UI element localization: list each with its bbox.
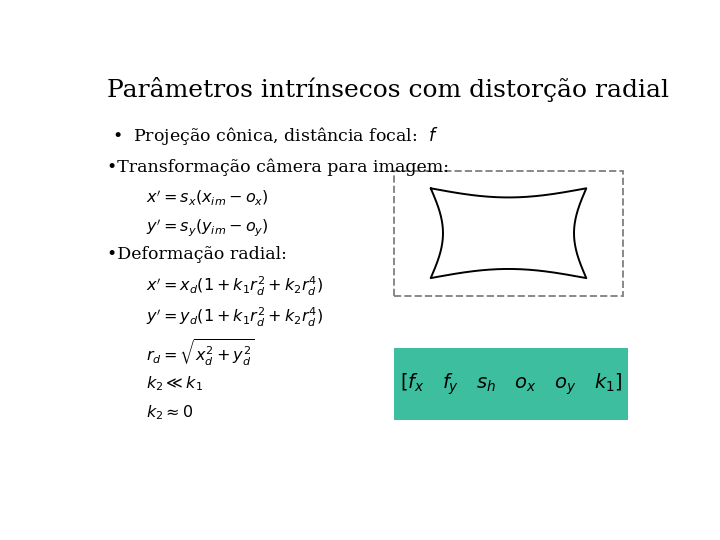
Text: $k_2 \ll k_1$: $k_2 \ll k_1$ (145, 375, 203, 393)
Text: •Deformação radial:: •Deformação radial: (107, 246, 287, 262)
Bar (394, 348, 629, 420)
Text: $x' = s_x(x_{im} - o_x)$: $x' = s_x(x_{im} - o_x)$ (145, 187, 269, 207)
Text: $x' = x_d(1 + k_1 r_d^2 + k_2 r_d^4)$: $x' = x_d(1 + k_1 r_d^2 + k_2 r_d^4)$ (145, 275, 323, 298)
Text: $r_d = \sqrt{x_d^2 + y_d^2}$: $r_d = \sqrt{x_d^2 + y_d^2}$ (145, 337, 254, 368)
Text: •Transformação câmera para imagem:: •Transformação câmera para imagem: (107, 158, 449, 176)
Text: $k_2 \approx 0$: $k_2 \approx 0$ (145, 404, 193, 422)
Bar (394, 171, 623, 295)
Text: $y' = y_d(1 + k_1 r_d^2 + k_2 r_d^4)$: $y' = y_d(1 + k_1 r_d^2 + k_2 r_d^4)$ (145, 306, 323, 329)
Text: $y' = s_y(y_{im} - o_y)$: $y' = s_y(y_{im} - o_y)$ (145, 217, 269, 239)
Text: Parâmetros intrínsecos com distorção radial: Parâmetros intrínsecos com distorção rad… (107, 77, 669, 102)
Text: $[f_x \quad f_y \quad s_h \quad o_x \quad o_y \quad k_1]$: $[f_x \quad f_y \quad s_h \quad o_x \qua… (400, 371, 623, 397)
Text: •  Projeção cônica, distância focal:  $f$: • Projeção cônica, distância focal: $f$ (112, 125, 439, 147)
